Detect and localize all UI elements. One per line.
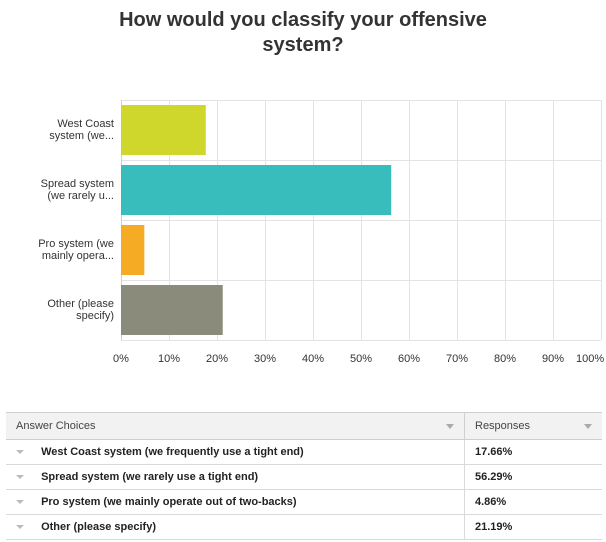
answer-choice-cell: Other (please specify) bbox=[6, 514, 465, 540]
category-label-line: Other (please bbox=[47, 298, 114, 310]
category-label-line: system (we... bbox=[49, 130, 114, 142]
results-header-row: Answer Choices Responses bbox=[6, 412, 602, 440]
category-label-line: (we rarely u... bbox=[47, 190, 114, 202]
category-label-line: Pro system (we bbox=[38, 238, 114, 250]
x-tick-label: 100% bbox=[576, 353, 605, 365]
answer-choices-header-label: Answer Choices bbox=[16, 420, 96, 432]
x-tick-label: 40% bbox=[302, 353, 325, 365]
category-label: Pro system (we mainly opera... bbox=[2, 238, 114, 262]
expand-caret-icon[interactable] bbox=[16, 525, 24, 530]
expand-caret-icon[interactable] bbox=[16, 500, 24, 505]
x-tick-label: 30% bbox=[254, 353, 277, 365]
bar-chart: West Coast system (we... Spread system (we … bbox=[0, 90, 606, 380]
chart-svg bbox=[121, 100, 602, 341]
bar bbox=[121, 105, 206, 155]
category-label: Other (please specify) bbox=[2, 298, 114, 322]
table-row: Other (please specify) 21.19% bbox=[6, 514, 602, 540]
answer-choices-header[interactable]: Answer Choices bbox=[6, 412, 465, 440]
x-tick-label: 80% bbox=[494, 353, 517, 365]
category-label-line: Spread system bbox=[40, 178, 114, 190]
responses-header[interactable]: Responses bbox=[464, 412, 602, 440]
chart-title: How would you classify your offensive sy… bbox=[0, 8, 606, 58]
table-row: Spread system (we rarely use a tight end… bbox=[6, 464, 602, 490]
expand-caret-icon[interactable] bbox=[16, 475, 24, 480]
answer-choice-cell: Spread system (we rarely use a tight end… bbox=[6, 464, 465, 490]
response-cell: 56.29% bbox=[464, 464, 602, 490]
response-cell: 21.19% bbox=[464, 514, 602, 540]
table-row: West Coast system (we frequently use a t… bbox=[6, 439, 602, 465]
sort-caret-icon[interactable] bbox=[446, 423, 454, 429]
sort-caret-icon[interactable] bbox=[584, 423, 592, 429]
bar bbox=[121, 285, 223, 335]
chart-title-line-1: How would you classify your offensive bbox=[119, 9, 487, 31]
answer-choice-text: Other (please specify) bbox=[41, 521, 156, 533]
category-label: West Coast system (we... bbox=[2, 118, 114, 142]
expand-caret-icon[interactable] bbox=[16, 450, 24, 455]
results-table: Answer Choices Responses West Coast syst… bbox=[6, 412, 602, 540]
answer-choice-cell: Pro system (we mainly operate out of two… bbox=[6, 489, 465, 515]
x-tick-label: 60% bbox=[398, 353, 421, 365]
answer-choice-text: Spread system (we rarely use a tight end… bbox=[41, 471, 259, 483]
x-tick-label: 20% bbox=[206, 353, 229, 365]
category-label-line: specify) bbox=[76, 310, 114, 322]
category-label: Spread system (we rarely u... bbox=[2, 178, 114, 202]
x-tick-label: 70% bbox=[446, 353, 469, 365]
table-row: Pro system (we mainly operate out of two… bbox=[6, 489, 602, 515]
response-cell: 17.66% bbox=[464, 439, 602, 465]
x-tick-label: 10% bbox=[158, 353, 181, 365]
x-tick-label: 50% bbox=[350, 353, 373, 365]
bar bbox=[121, 225, 145, 275]
x-tick-label: 0% bbox=[113, 353, 129, 365]
category-label-line: West Coast bbox=[57, 118, 114, 130]
responses-header-label: Responses bbox=[475, 420, 531, 432]
category-label-line: mainly opera... bbox=[41, 250, 114, 262]
chart-title-line-2: system? bbox=[262, 34, 344, 56]
bar bbox=[121, 165, 392, 215]
answer-choice-text: Pro system (we mainly operate out of two… bbox=[41, 496, 297, 508]
answer-choice-text: West Coast system (we frequently use a t… bbox=[41, 446, 304, 458]
response-cell: 4.86% bbox=[464, 489, 602, 515]
answer-choice-cell: West Coast system (we frequently use a t… bbox=[6, 439, 465, 465]
x-tick-label: 90% bbox=[542, 353, 565, 365]
